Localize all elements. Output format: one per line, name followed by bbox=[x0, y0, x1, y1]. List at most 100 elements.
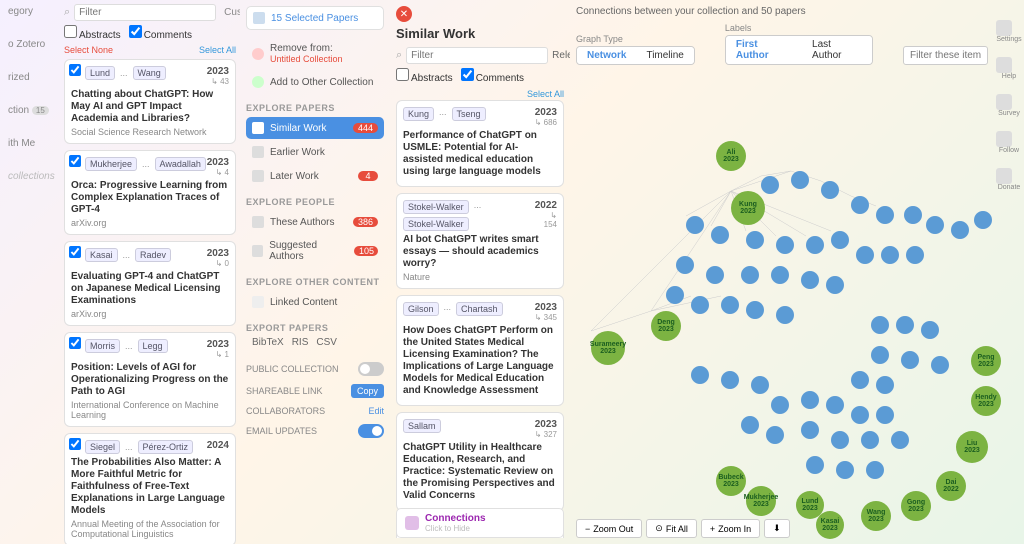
sidebar-item[interactable]: ction 15 bbox=[4, 103, 56, 118]
author-chip[interactable]: Siegel bbox=[85, 440, 120, 454]
graph-node[interactable] bbox=[806, 456, 824, 474]
zoom-in-button[interactable]: + Zoom In bbox=[701, 519, 760, 538]
graph-node[interactable] bbox=[904, 206, 922, 224]
graph-node[interactable]: Liu2023 bbox=[956, 431, 988, 463]
graph-node[interactable] bbox=[776, 236, 794, 254]
graph-node[interactable] bbox=[851, 371, 869, 389]
author-chip[interactable]: Chartash bbox=[456, 302, 503, 316]
comments-checkbox[interactable]: Comments bbox=[129, 25, 192, 41]
graph-node[interactable] bbox=[876, 406, 894, 424]
sidebar-item[interactable]: egory bbox=[4, 4, 56, 19]
sidebar-item[interactable]: rized bbox=[4, 70, 56, 85]
graph-node[interactable] bbox=[801, 391, 819, 409]
graph-node[interactable] bbox=[771, 396, 789, 414]
toggle[interactable] bbox=[358, 362, 384, 376]
graph-node[interactable] bbox=[921, 321, 939, 339]
author-chip[interactable]: Kung bbox=[403, 107, 434, 121]
paper-card[interactable]: Lund...Wang 2023↳ 43 Chatting about Chat… bbox=[64, 59, 236, 144]
graph-node[interactable] bbox=[711, 226, 729, 244]
label-tab[interactable]: Last Author bbox=[802, 36, 872, 64]
graph-node[interactable] bbox=[931, 356, 949, 374]
graph-node[interactable] bbox=[891, 431, 909, 449]
graph-node[interactable] bbox=[881, 246, 899, 264]
abstracts-checkbox-2[interactable]: Abstracts bbox=[396, 68, 453, 84]
graph-node[interactable] bbox=[746, 231, 764, 249]
close-button[interactable]: ✕ bbox=[396, 6, 412, 22]
graph-node[interactable] bbox=[676, 256, 694, 274]
select-all-2[interactable]: Select All bbox=[527, 89, 564, 99]
relevance-sort[interactable]: Relevance bbox=[552, 50, 570, 61]
graph-node[interactable]: Dai2022 bbox=[936, 471, 966, 501]
graph-node[interactable] bbox=[771, 266, 789, 284]
similar-paper[interactable]: Stokel-Walker...Stokel-Walker 2022↳ 154 … bbox=[396, 193, 564, 289]
connections-bar[interactable]: Connections Click to Hide bbox=[396, 508, 564, 538]
graph-node[interactable] bbox=[856, 246, 874, 264]
graph-node[interactable]: Ali2023 bbox=[716, 141, 746, 171]
graph-node[interactable] bbox=[831, 431, 849, 449]
graph-node[interactable]: Deng2023 bbox=[651, 311, 681, 341]
graph-node[interactable]: Mukherjee2023 bbox=[746, 486, 776, 516]
graph-node[interactable] bbox=[896, 316, 914, 334]
similar-filter-input[interactable] bbox=[406, 47, 548, 64]
graph-node[interactable] bbox=[691, 296, 709, 314]
graph-tab[interactable]: Network bbox=[577, 47, 636, 64]
custom-label[interactable]: Custom bbox=[220, 5, 240, 20]
graph-node[interactable] bbox=[801, 421, 819, 439]
author-chip[interactable]: Gilson bbox=[403, 302, 439, 316]
paper-card[interactable]: Kasai...Radev 2023↳ 0 Evaluating GPT-4 a… bbox=[64, 241, 236, 326]
graph-node[interactable]: Bubeck2023 bbox=[716, 466, 746, 496]
similar-paper[interactable]: Sallam 2023↳ 327 ChatGPT Utility in Heal… bbox=[396, 412, 564, 511]
graph-node[interactable] bbox=[826, 396, 844, 414]
edit-link[interactable]: Edit bbox=[368, 406, 384, 416]
network-graph[interactable]: Ali2023Kung2023Surameery2023Deng2023Peng… bbox=[576, 71, 988, 538]
label-tab[interactable]: First Author bbox=[726, 36, 802, 64]
zoom-out-button[interactable]: − Zoom Out bbox=[576, 519, 642, 538]
abstracts-checkbox[interactable]: Abstracts bbox=[64, 25, 121, 41]
graph-node[interactable] bbox=[831, 231, 849, 249]
graph-node[interactable] bbox=[741, 266, 759, 284]
author-chip[interactable]: Stokel-Walker bbox=[403, 200, 469, 214]
settings-icon[interactable] bbox=[996, 20, 1012, 36]
comments-checkbox-2[interactable]: Comments bbox=[461, 68, 524, 84]
graph-node[interactable] bbox=[866, 461, 884, 479]
graph-node[interactable] bbox=[691, 366, 709, 384]
copy-button[interactable]: Copy bbox=[351, 384, 384, 398]
fit-all-button[interactable]: ⊙ Fit All bbox=[646, 519, 697, 538]
graph-node[interactable] bbox=[806, 236, 824, 254]
graph-node[interactable]: Lund2023 bbox=[796, 491, 824, 519]
graph-node[interactable] bbox=[951, 221, 969, 239]
graph-node[interactable]: Surameery2023 bbox=[591, 331, 625, 365]
graph-node[interactable] bbox=[791, 171, 809, 189]
graph-node[interactable] bbox=[826, 276, 844, 294]
author-chip[interactable]: Stokel-Walker bbox=[403, 217, 469, 231]
graph-node[interactable] bbox=[861, 431, 879, 449]
graph-node[interactable] bbox=[776, 306, 794, 324]
author-chip[interactable]: Legg bbox=[138, 339, 168, 353]
nav-item[interactable]: Similar Work444 bbox=[246, 117, 384, 139]
graph-node[interactable] bbox=[746, 301, 764, 319]
paper-card[interactable]: Mukherjee...Awadallah 2023↳ 4 Orca: Prog… bbox=[64, 150, 236, 235]
graph-node[interactable] bbox=[926, 216, 944, 234]
graph-node[interactable]: Wang2023 bbox=[861, 501, 891, 531]
remove-from[interactable]: Remove from:Untitled Collection bbox=[246, 38, 384, 69]
graph-node[interactable] bbox=[851, 196, 869, 214]
graph-filter-input[interactable] bbox=[903, 46, 988, 65]
similar-paper[interactable]: Kung...Tseng 2023↳ 686 Performance of Ch… bbox=[396, 100, 564, 187]
paper-checkbox[interactable] bbox=[69, 337, 81, 349]
paper-checkbox[interactable] bbox=[69, 438, 81, 450]
graph-node[interactable] bbox=[836, 461, 854, 479]
graph-node[interactable] bbox=[851, 406, 869, 424]
add-other[interactable]: Add to Other Collection bbox=[246, 71, 384, 93]
graph-node[interactable]: Kung2023 bbox=[731, 191, 765, 225]
author-chip[interactable]: Awadallah bbox=[155, 157, 206, 171]
selected-papers[interactable]: 15 Selected Papers bbox=[246, 6, 384, 30]
similar-paper[interactable]: Gilson...Chartash 2023↳ 345 How Does Cha… bbox=[396, 295, 564, 406]
graph-node[interactable] bbox=[751, 376, 769, 394]
follow-icon[interactable] bbox=[996, 131, 1012, 147]
graph-node[interactable] bbox=[871, 346, 889, 364]
graph-node[interactable] bbox=[901, 351, 919, 369]
graph-node[interactable] bbox=[821, 181, 839, 199]
export-option[interactable]: BibTeX bbox=[252, 337, 284, 348]
export-option[interactable]: RIS bbox=[292, 337, 309, 348]
author-chip[interactable]: Morris bbox=[85, 339, 120, 353]
